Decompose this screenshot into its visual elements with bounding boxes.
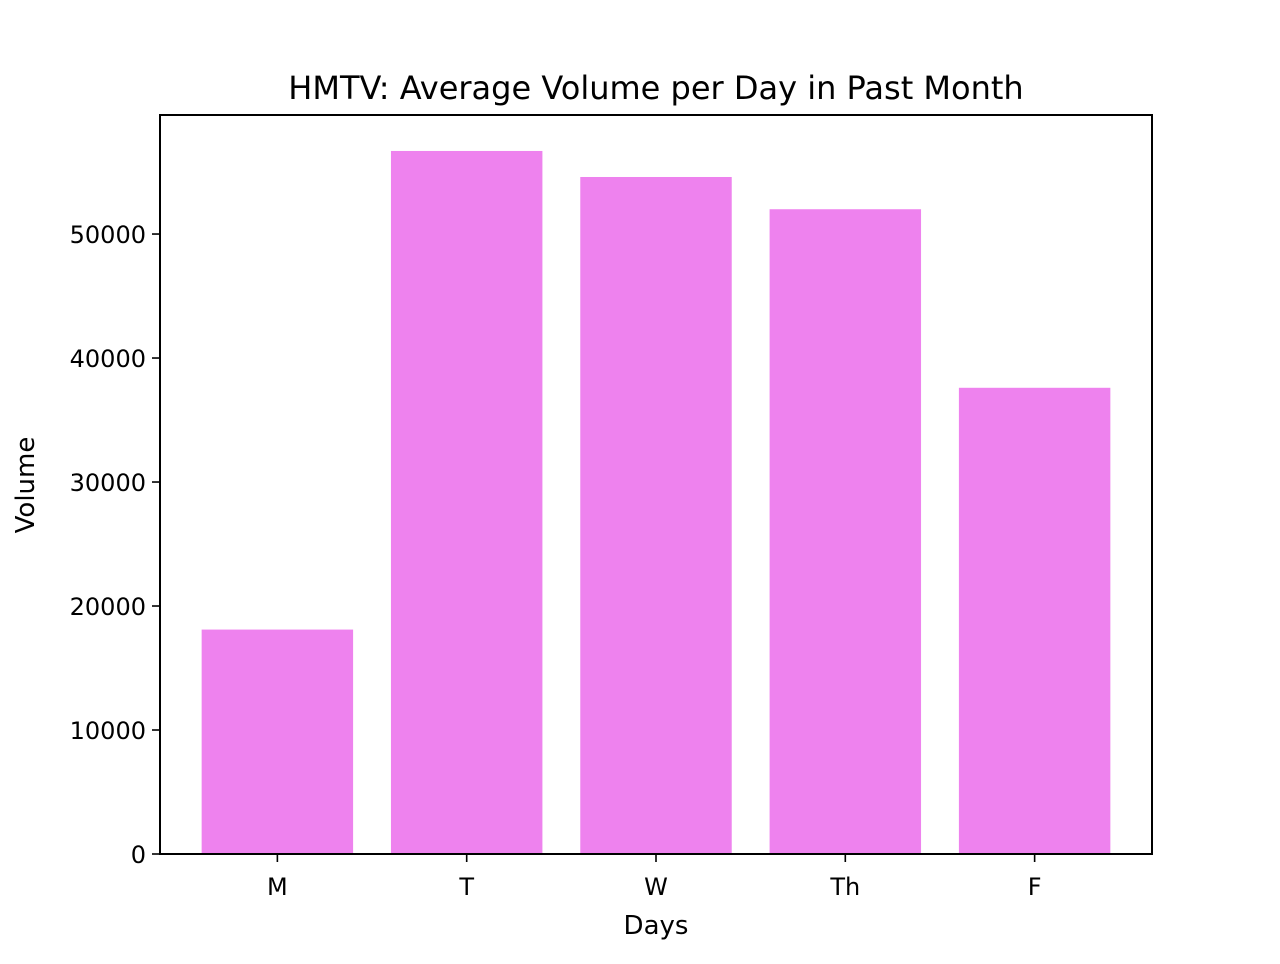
bar-th — [769, 209, 922, 855]
x-axis: M T W Th F — [267, 854, 1042, 901]
bar-w — [580, 176, 732, 854]
y-axis-label: Volume — [11, 437, 41, 534]
y-tick-label: 20000 — [70, 593, 146, 621]
y-tick-label: 30000 — [70, 469, 146, 497]
x-tick-label: W — [644, 873, 668, 901]
y-tick-label: 10000 — [70, 717, 146, 745]
x-tick-label: Th — [829, 873, 860, 901]
bars-group — [201, 150, 1111, 855]
bar-m — [201, 629, 354, 854]
y-tick-label: 40000 — [70, 345, 146, 373]
chart-title: HMTV: Average Volume per Day in Past Mon… — [288, 69, 1023, 107]
bar-t — [390, 150, 543, 854]
x-tick-label: M — [267, 873, 288, 901]
y-tick-label: 0 — [131, 841, 146, 869]
bar-f — [958, 387, 1111, 854]
x-tick-label: T — [458, 873, 474, 901]
plot-frame — [159, 114, 1153, 855]
x-axis-label: Days — [624, 911, 689, 941]
y-tick-label: 50000 — [70, 221, 146, 249]
x-tick-label: F — [1028, 873, 1042, 901]
y-axis: 0 10000 20000 30000 40000 50000 — [70, 221, 160, 869]
